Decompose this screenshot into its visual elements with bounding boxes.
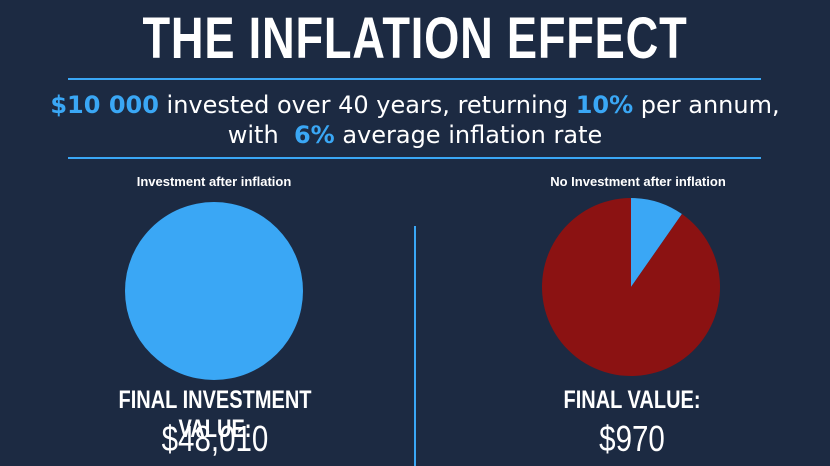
- subtitle-text-2: per annum,: [633, 91, 780, 119]
- no-investment-pie-slice-0: [631, 198, 682, 287]
- bottom-divider-line: [68, 157, 761, 159]
- investment-pie-slice-0: [125, 202, 303, 380]
- top-divider-line: [68, 78, 761, 80]
- final-value-label: FINAL VALUE:: [563, 386, 701, 414]
- inflation-rate: 6%: [293, 121, 335, 149]
- no-investment-pie-chart: [542, 198, 720, 376]
- subtitle-text-3: with: [227, 121, 294, 149]
- final-investment-value-label: FINAL INVESTMENT VALUE:: [118, 386, 312, 443]
- subtitle-text-4: average inflation rate: [334, 121, 603, 149]
- return-rate: 10%: [575, 91, 634, 119]
- vertical-divider: [414, 226, 416, 466]
- initial-amount: $10 000: [50, 91, 159, 119]
- no-investment-pie-slice-1: [542, 198, 720, 376]
- left-chart-title: Investment after inflation: [136, 174, 292, 189]
- final-value: $970: [599, 418, 665, 459]
- investment-pie-chart: [125, 202, 303, 380]
- subtitle-line-1: $10 000 invested over 40 years, returnin…: [0, 90, 830, 120]
- right-chart-title: No Investment after inflation: [550, 174, 726, 189]
- subtitle-line-2: with 6% average inflation rate: [0, 120, 830, 150]
- page-title: THE INFLATION EFFECT: [142, 6, 688, 71]
- final-investment-value: $48,010: [161, 418, 269, 459]
- subtitle-text-1: invested over 40 years, returning: [158, 91, 576, 119]
